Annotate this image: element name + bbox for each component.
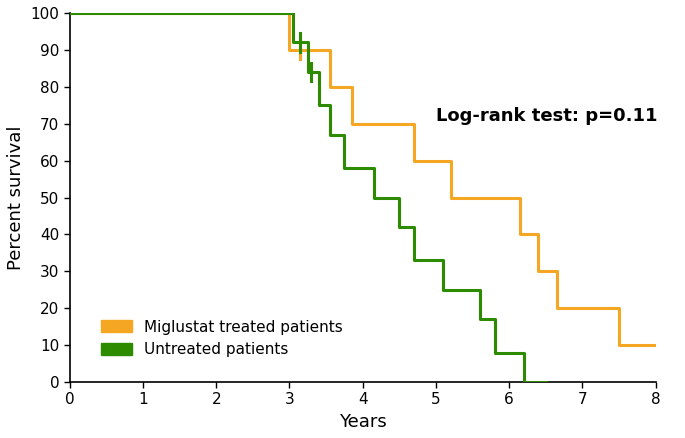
Text: Log-rank test: p=0.11: Log-rank test: p=0.11 — [436, 107, 658, 125]
Y-axis label: Percent survival: Percent survival — [7, 125, 25, 270]
Legend: Miglustat treated patients, Untreated patients: Miglustat treated patients, Untreated pa… — [95, 314, 349, 364]
X-axis label: Years: Years — [339, 413, 386, 431]
